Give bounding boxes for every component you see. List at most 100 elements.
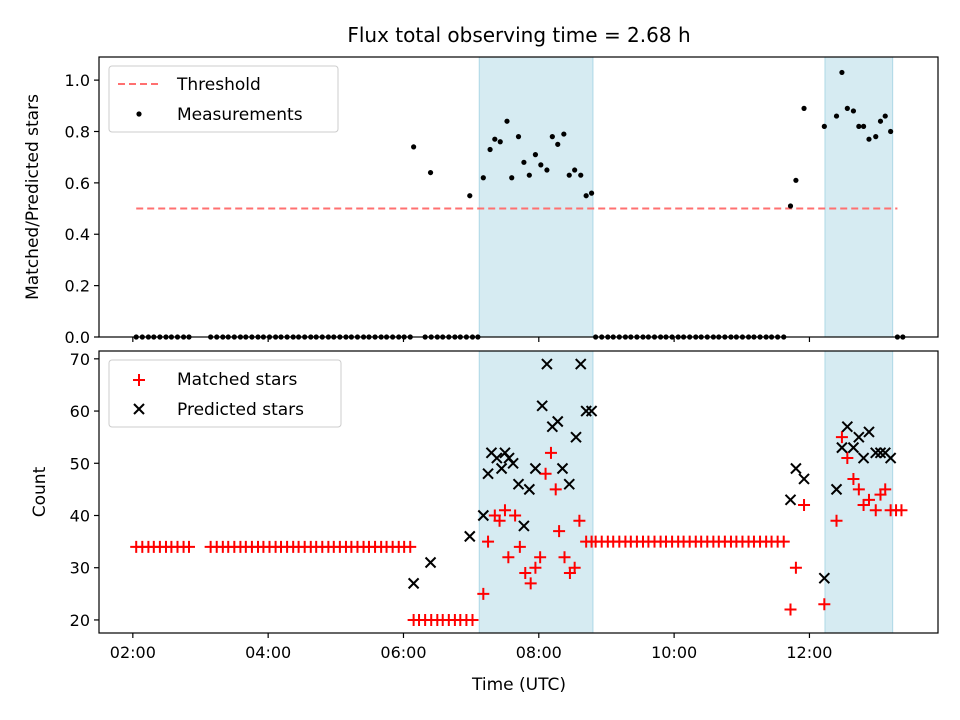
matched-star-point	[498, 504, 511, 517]
predicted-star-point	[495, 462, 508, 475]
matched-star-point	[830, 514, 843, 527]
measurement-point	[888, 128, 894, 135]
predicted-star-point	[518, 520, 530, 532]
predicted-star-point	[556, 462, 569, 475]
measurement-point	[583, 193, 589, 199]
predicted-star-point	[523, 483, 536, 496]
predicted-star-point	[491, 452, 503, 464]
measurement-point	[850, 108, 857, 114]
measurement-point	[561, 131, 567, 137]
x-tick-label: 06:00	[380, 643, 426, 662]
measurement-point	[793, 177, 799, 183]
matched-star-point	[549, 483, 562, 496]
predicted-star-point	[841, 421, 854, 433]
top-y-tick-label: 1.0	[65, 71, 90, 90]
legend-measurement-swatch	[136, 111, 142, 117]
predicted-star-point	[536, 400, 548, 412]
measurement-point	[411, 144, 417, 150]
measurement-point	[877, 118, 884, 124]
matched-star-point	[784, 603, 797, 616]
shaded-interval	[824, 56, 894, 338]
matched-star-point	[539, 467, 552, 480]
matched-star-point	[568, 561, 581, 574]
measurement-point	[866, 136, 872, 142]
predicted-star-point	[541, 358, 553, 370]
measurement-point	[532, 152, 539, 158]
predicted-star-point	[818, 572, 831, 584]
predicted-star-point	[482, 468, 494, 480]
matched-star-point	[835, 431, 848, 444]
predicted-star-point	[836, 441, 848, 454]
measurement-point	[787, 203, 794, 209]
bottom-x-ticks: 02:00 04:00 06:00 08:00 10:00 12:00	[110, 633, 832, 662]
matched-star-point	[857, 499, 870, 512]
matched-star-point	[529, 561, 542, 574]
top-legend-box	[108, 65, 339, 133]
shaded-interval	[478, 56, 594, 338]
bottom-y-tick-label: 50	[70, 454, 90, 473]
matched-star-point	[553, 525, 566, 538]
predicted-star-point	[884, 452, 897, 464]
matched-star-point	[466, 613, 479, 626]
measurement-point	[555, 141, 561, 147]
measurement-point	[467, 193, 473, 199]
top-panel: 0.0 0.2 0.4 0.6 0.8 1.0 Matched/Predicted sta…	[23, 56, 939, 347]
predicted-star-point	[830, 483, 843, 496]
predicted-star-point	[407, 577, 420, 590]
bottom-panel: 20 30 40 50 60 70 02:00 04:00 06:00 08:00 10:00 12…	[30, 350, 939, 695]
measurement-point	[566, 172, 572, 178]
top-y-tick-label: 0.8	[65, 122, 90, 141]
legend-predicted-swatch	[133, 403, 145, 415]
top-y-tick-label: 0.6	[65, 174, 90, 193]
measurement-point	[839, 69, 845, 76]
bottom-y-tick-label: 30	[70, 559, 90, 578]
matched-star-point	[519, 566, 532, 579]
matched-star-point	[182, 540, 195, 553]
legend-threshold-label: Threshold	[176, 75, 261, 95]
top-y-tick-label: 0.2	[65, 277, 90, 296]
matched-star-point	[509, 509, 522, 522]
predicted-star-point	[857, 452, 870, 464]
top-y-tick-label: 0.0	[65, 328, 90, 347]
predicted-star-point	[424, 556, 437, 569]
bottom-y-axis-label: Count	[30, 466, 50, 517]
bottom-legend-box	[108, 359, 342, 428]
measurement-point	[801, 105, 807, 111]
measurement-point	[572, 167, 578, 173]
matched-star-point	[524, 577, 537, 590]
measurement-point	[427, 169, 434, 176]
measurement-point	[487, 146, 493, 153]
matched-star-points	[130, 431, 908, 626]
measurement-point	[480, 175, 486, 181]
bottom-y-tick-label: 40	[70, 507, 90, 526]
matched-star-point	[862, 493, 875, 506]
measurement-point	[521, 159, 527, 165]
top-y-tick-label: 0.4	[65, 225, 90, 244]
measurement-point	[873, 134, 879, 140]
measurement-point	[538, 162, 544, 168]
measurement-point	[515, 134, 522, 140]
bottom-axes-frame	[98, 350, 939, 634]
legend-matched-label: Matched stars	[177, 370, 297, 390]
matched-star-point	[879, 483, 892, 496]
matched-star-point	[777, 535, 790, 548]
predicted-star-point	[798, 473, 810, 485]
matched-star-point	[558, 551, 571, 564]
x-axis-label: Time (UTC)	[471, 675, 566, 695]
matched-star-point	[895, 504, 908, 517]
x-tick-label: 02:00	[110, 643, 156, 662]
top-legend: Threshold Measurements	[108, 65, 339, 133]
legend-predicted-label: Predicted stars	[177, 400, 304, 420]
measurement-point	[821, 123, 827, 129]
bottom-legend: Matched stars Predicted stars	[108, 359, 342, 428]
x-tick-label: 12:00	[786, 643, 832, 662]
measurement-point	[526, 172, 532, 178]
predicted-star-point	[874, 447, 887, 459]
predicted-star-points	[407, 358, 897, 590]
matched-star-point	[852, 483, 865, 496]
shaded-interval	[478, 350, 594, 634]
predicted-star-point	[870, 447, 882, 459]
bottom-y-tick-label: 70	[70, 350, 90, 369]
legend-matched-swatch	[133, 374, 145, 386]
legend-measurement-label: Measurements	[177, 105, 303, 125]
